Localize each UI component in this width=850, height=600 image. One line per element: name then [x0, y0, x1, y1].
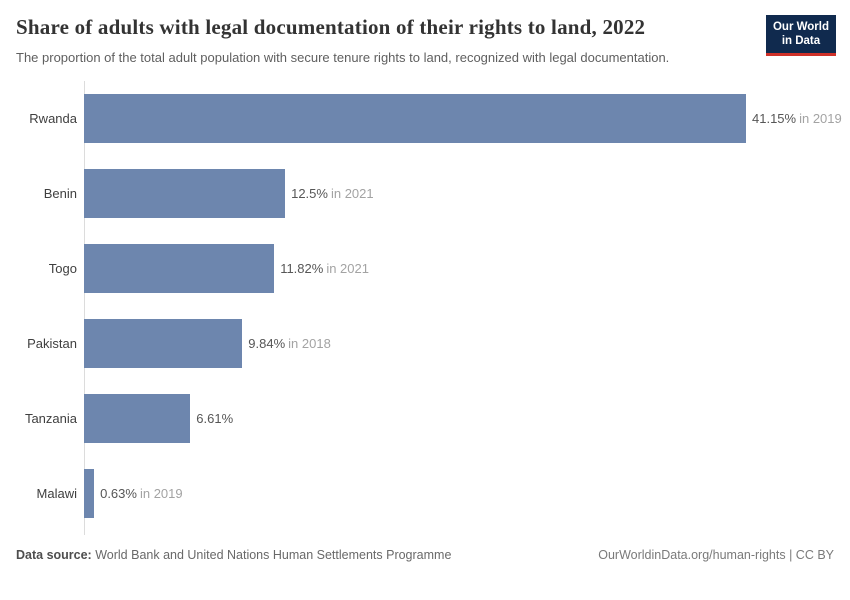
value-label: 11.82%: [280, 260, 324, 276]
y-axis-line: [84, 80, 85, 535]
value-annotation: 11.82% in 2021: [280, 261, 369, 276]
page-title: Share of adults with legal documentation…: [16, 15, 646, 39]
data-source-text: World Bank and United Nations Human Sett…: [95, 547, 452, 562]
category-label: Benin: [43, 185, 77, 201]
year-label: in 2021: [326, 260, 369, 276]
bar-track: 9.84% in 2018: [84, 318, 834, 368]
year-label: in 2019: [139, 485, 183, 501]
owid-logo-line2: in Data: [781, 35, 821, 48]
bar[interactable]: [84, 393, 191, 443]
bar-track: 41.15% in 2019: [84, 93, 842, 143]
owid-logo-line1: Our World: [772, 21, 829, 33]
chart-footer: Data source: World Bank and United Natio…: [16, 548, 834, 562]
bar-row: Togo 11.82% in 2021: [16, 231, 834, 306]
bar-row: Rwanda 41.15% in 2019: [16, 81, 842, 156]
bar-row: Pakistan 9.84% in 2018: [16, 306, 834, 381]
value-label: 6.61%: [196, 410, 234, 426]
value-annotation: 0.63% in 2019: [100, 486, 183, 501]
owid-logo[interactable]: Our World in Data: [765, 15, 836, 56]
category-label: Malawi: [36, 485, 77, 501]
bar-row: Malawi 0.63% in 2019: [16, 456, 834, 531]
value-annotation: 6.61%: [196, 411, 233, 426]
value-label: 41.15%: [752, 110, 797, 126]
bar-row: Tanzania 6.61%: [16, 381, 834, 456]
category-label: Togo: [48, 260, 77, 276]
credit-link[interactable]: OurWorldinData.org/human-rights | CC BY: [598, 547, 834, 562]
bar[interactable]: [84, 243, 275, 293]
category-label: Rwanda: [29, 110, 77, 126]
value-label: 0.63%: [100, 485, 137, 501]
bar[interactable]: [84, 468, 95, 518]
bar[interactable]: [84, 93, 746, 143]
bar-track: 11.82% in 2021: [84, 243, 834, 293]
bar-track: 6.61%: [84, 393, 834, 443]
value-annotation: 12.5% in 2021: [291, 186, 374, 201]
bar-track: 0.63% in 2019: [84, 468, 834, 518]
data-source-label: Data source:: [16, 547, 92, 562]
value-label: 9.84%: [248, 335, 286, 351]
value-label: 12.5%: [291, 185, 328, 201]
category-label: Pakistan: [27, 335, 77, 351]
year-label: in 2018: [288, 335, 331, 351]
bar-chart: Rwanda 41.15% in 2019 Benin 12.5% in 2021 …: [16, 80, 842, 535]
category-label: Tanzania: [24, 410, 77, 426]
chart-subtitle: The proportion of the total adult popula…: [16, 50, 670, 66]
value-annotation: 41.15% in 2019: [752, 111, 842, 126]
year-label: in 2021: [330, 185, 374, 201]
bar-row: Benin 12.5% in 2021: [16, 156, 834, 231]
data-source: Data source: World Bank and United Natio…: [16, 548, 451, 562]
year-label: in 2019: [799, 110, 842, 126]
bar-track: 12.5% in 2021: [84, 168, 834, 218]
bar[interactable]: [84, 318, 243, 368]
value-annotation: 9.84% in 2018: [248, 336, 331, 351]
bar[interactable]: [84, 168, 286, 218]
